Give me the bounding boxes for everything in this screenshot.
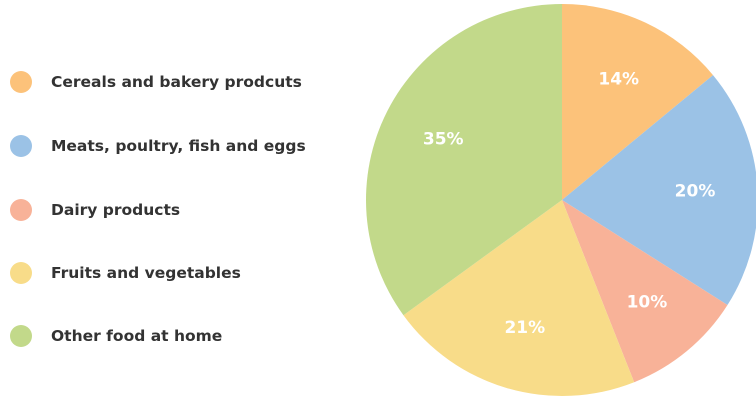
legend-swatch-meats — [10, 135, 32, 157]
slice-label-fruits: 21% — [504, 318, 545, 338]
legend-label-cereals: Cereals and bakery prodcuts — [51, 73, 302, 91]
pie-slice-cereals — [562, 4, 714, 200]
legend-item-meats: Meats, poultry, fish and eggs — [10, 134, 306, 158]
legend-label-meats: Meats, poultry, fish and eggs — [51, 137, 306, 155]
chart-legend: Cereals and bakery prodcuts Meats, poult… — [0, 0, 340, 398]
legend-swatch-fruits — [10, 262, 32, 284]
legend-label-other: Other food at home — [51, 327, 223, 345]
legend-item-other: Other food at home — [10, 324, 222, 348]
slice-label-other: 35% — [423, 129, 464, 149]
pie-slice-fruits — [403, 200, 635, 397]
legend-item-dairy: Dairy products — [10, 198, 180, 222]
legend-label-dairy: Dairy products — [51, 201, 181, 219]
slice-label-meats: 20% — [675, 182, 716, 202]
slice-label-dairy: 10% — [627, 293, 668, 313]
legend-swatch-dairy — [10, 199, 32, 221]
legend-swatch-cereals — [10, 71, 32, 93]
pie-slice-other — [366, 4, 562, 316]
legend-swatch-other — [10, 325, 32, 347]
legend-label-fruits: Fruits and vegetables — [51, 264, 241, 282]
legend-item-fruits: Fruits and vegetables — [10, 261, 241, 285]
pie-slice-meats — [562, 75, 756, 306]
legend-item-cereals: Cereals and bakery prodcuts — [10, 70, 302, 94]
slice-label-cereals: 14% — [598, 69, 639, 89]
pie-slice-dairy — [562, 200, 728, 383]
